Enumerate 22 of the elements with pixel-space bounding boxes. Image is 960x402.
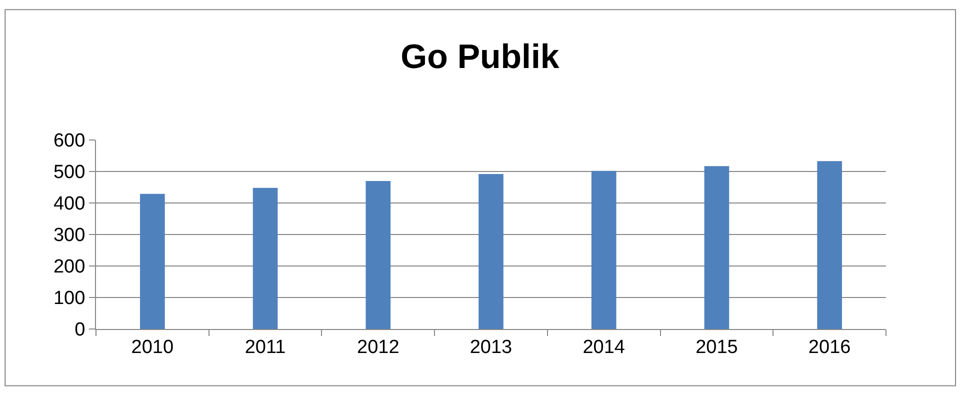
chart-title: Go Publik: [400, 38, 560, 76]
x-tick-label: 2010: [131, 336, 174, 358]
bar: [817, 161, 842, 329]
bar: [704, 166, 730, 329]
y-tick-label: 600: [53, 130, 86, 152]
bar: [252, 188, 278, 329]
y-tick-label: 0: [74, 320, 86, 341]
y-tick-label: 500: [53, 162, 86, 184]
bar: [478, 174, 504, 329]
x-tick-label: 2015: [696, 336, 738, 358]
x-tick-label: 2014: [582, 336, 626, 358]
y-tick-label: 200: [53, 256, 86, 278]
bar: [591, 170, 616, 329]
bar: [366, 180, 391, 329]
x-tick-label: 2013: [470, 336, 512, 358]
x-tick-label: 2011: [244, 336, 286, 358]
x-tick-label: 2016: [808, 336, 851, 358]
bar: [140, 194, 165, 329]
y-tick-label: 300: [53, 225, 86, 246]
y-tick-label: 100: [53, 288, 86, 310]
x-tick-label: 2012: [357, 336, 400, 358]
y-tick-label: 400: [53, 194, 86, 215]
